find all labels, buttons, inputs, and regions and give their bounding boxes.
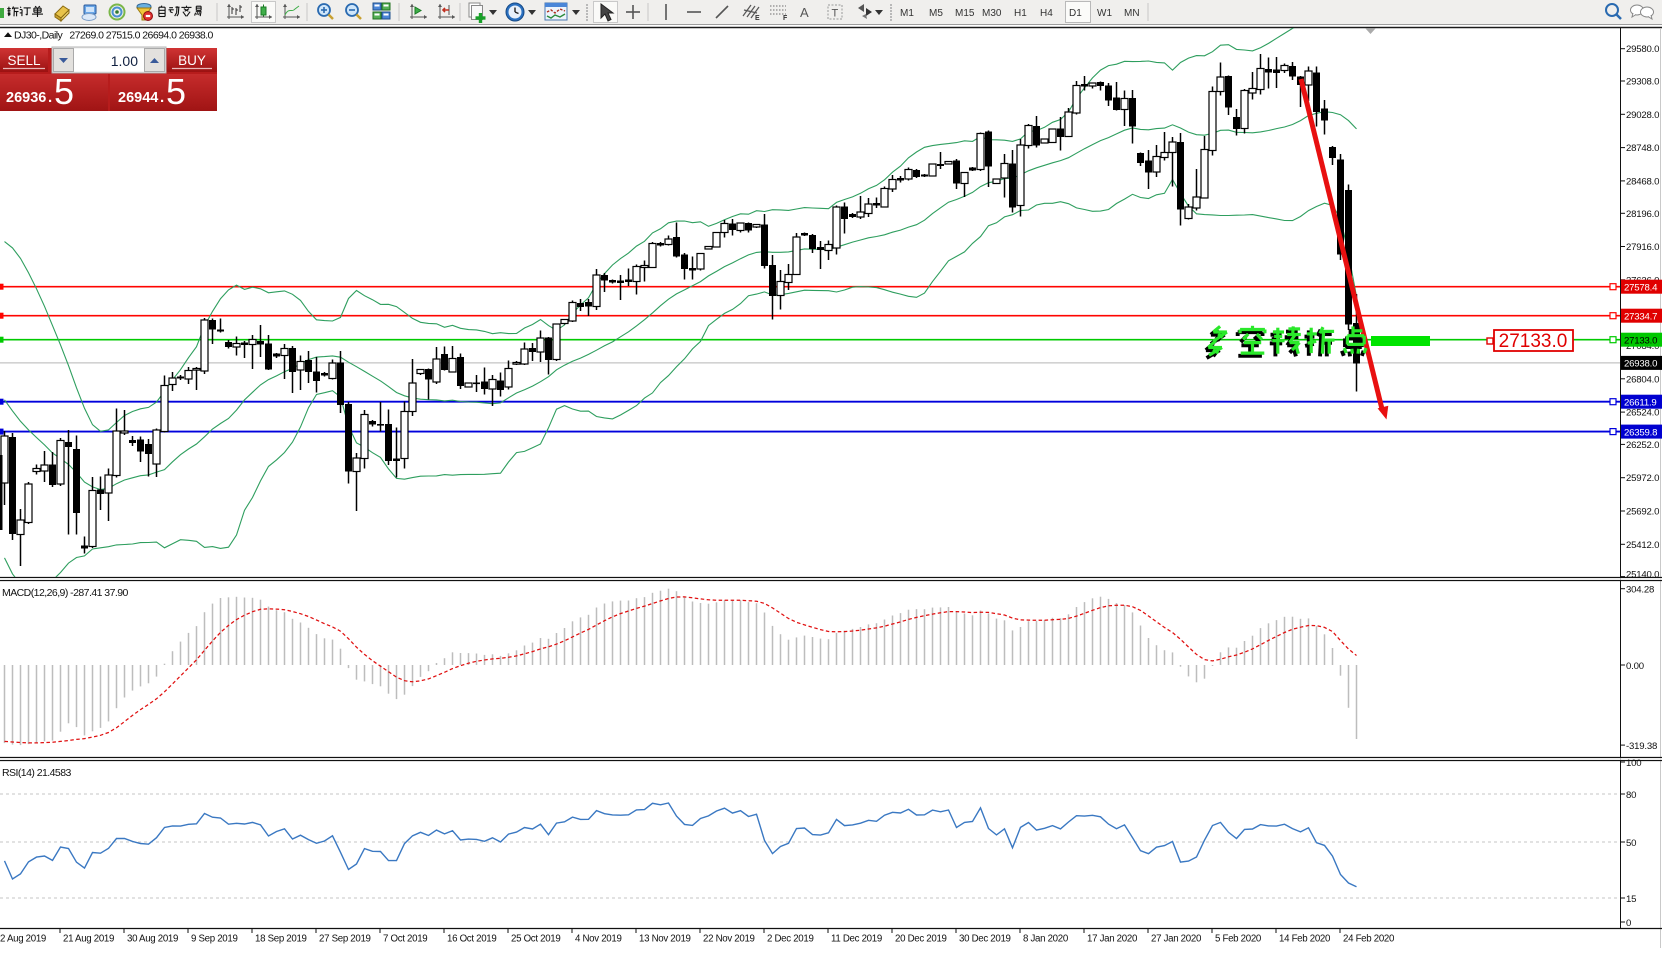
svg-text:0.00: 0.00 [1626,661,1644,672]
svg-text:80: 80 [1626,790,1636,801]
svg-text:T: T [832,8,839,20]
svg-text:27133.0: 27133.0 [1499,331,1568,352]
svg-text:26359.8: 26359.8 [1624,427,1657,438]
svg-text:50: 50 [1626,838,1636,849]
svg-text:27 Jan 2020: 27 Jan 2020 [1151,934,1202,945]
svg-text:M30: M30 [982,8,1002,19]
svg-text:27133.0: 27133.0 [1624,336,1657,347]
svg-text:14 Feb 2020: 14 Feb 2020 [1279,934,1331,945]
svg-text:27 Sep 2019: 27 Sep 2019 [319,934,371,945]
svg-text:25412.0: 25412.0 [1626,540,1659,551]
svg-text:25972.0: 25972.0 [1626,473,1659,484]
svg-text:DJ30-,Daily 27269.0 27515.0: DJ30-,Daily 27269.0 27515.0 26694.0 2693… [14,29,214,41]
svg-text:5: 5 [54,71,74,112]
svg-text:20 Dec 2019: 20 Dec 2019 [895,934,947,945]
svg-text:0: 0 [1626,918,1631,929]
svg-text:27334.7: 27334.7 [1624,312,1657,323]
svg-text:100: 100 [1626,758,1641,769]
svg-text:F: F [783,15,788,22]
svg-text:18 Sep 2019: 18 Sep 2019 [255,934,307,945]
svg-text:2 Dec 2019: 2 Dec 2019 [767,934,814,945]
svg-text:26804.0: 26804.0 [1626,374,1659,385]
svg-text:28468.0: 28468.0 [1626,176,1659,187]
svg-text:29308.0: 29308.0 [1626,77,1659,88]
svg-text:26252.0: 26252.0 [1626,440,1659,451]
svg-text:BUY: BUY [178,53,206,68]
svg-text:M1: M1 [900,8,914,19]
svg-text:25140.0: 25140.0 [1626,570,1659,581]
svg-text:15: 15 [1626,894,1636,905]
svg-text:A: A [800,5,809,20]
svg-text:21 Aug 2019: 21 Aug 2019 [63,934,114,945]
svg-text:E: E [755,15,760,22]
svg-text:30 Aug 2019: 30 Aug 2019 [127,934,178,945]
svg-text:22 Nov 2019: 22 Nov 2019 [703,934,755,945]
svg-text:28196.0: 28196.0 [1626,209,1659,220]
svg-text:304.28: 304.28 [1626,585,1654,596]
svg-text:26938.0: 26938.0 [1624,359,1657,370]
svg-text:28748.0: 28748.0 [1626,143,1659,154]
svg-text:26611.9: 26611.9 [1624,398,1657,409]
svg-text:29028.0: 29028.0 [1626,110,1659,121]
svg-text:M15: M15 [955,8,975,19]
svg-text:25 Oct 2019: 25 Oct 2019 [511,934,560,945]
svg-text:5: 5 [166,71,186,112]
svg-text:H1: H1 [1014,8,1027,19]
svg-text:2 Aug 2019: 2 Aug 2019 [0,934,46,945]
svg-text:MACD(12,26,9) -287.41 37.90: MACD(12,26,9) -287.41 37.90 [2,587,129,599]
svg-text:5 Feb 2020: 5 Feb 2020 [1215,934,1262,945]
svg-text:26944: 26944 [118,90,158,106]
svg-text:D1: D1 [1069,8,1082,19]
svg-text:26936: 26936 [6,90,46,106]
svg-text:30 Dec 2019: 30 Dec 2019 [959,934,1011,945]
svg-text:16 Oct 2019: 16 Oct 2019 [447,934,496,945]
svg-text:MN: MN [1124,8,1140,19]
svg-text:11 Dec 2019: 11 Dec 2019 [831,934,882,945]
svg-text:-319.38: -319.38 [1626,741,1657,752]
svg-text:25692.0: 25692.0 [1626,507,1659,518]
svg-text:4 Nov 2019: 4 Nov 2019 [575,934,622,945]
svg-text:SELL: SELL [7,53,41,68]
svg-text:9 Sep 2019: 9 Sep 2019 [191,934,238,945]
svg-text:26524.0: 26524.0 [1626,408,1659,419]
svg-text:7 Oct 2019: 7 Oct 2019 [383,934,427,945]
svg-text:H4: H4 [1040,8,1053,19]
svg-text:RSI(14) 21.4583: RSI(14) 21.4583 [2,767,72,779]
svg-text:17 Jan 2020: 17 Jan 2020 [1087,934,1138,945]
svg-text:27578.4: 27578.4 [1624,283,1658,294]
svg-text:1.00: 1.00 [111,53,138,69]
svg-text:M5: M5 [929,8,943,19]
svg-text:27916.0: 27916.0 [1626,242,1659,253]
svg-text:24 Feb 2020: 24 Feb 2020 [1343,934,1395,945]
svg-text:.: . [48,89,52,106]
svg-text:13 Nov 2019: 13 Nov 2019 [639,934,691,945]
svg-text:29580.0: 29580.0 [1626,44,1659,55]
svg-text:8 Jan 2020: 8 Jan 2020 [1023,934,1069,945]
svg-text:W1: W1 [1097,8,1112,19]
svg-text:.: . [160,89,164,106]
